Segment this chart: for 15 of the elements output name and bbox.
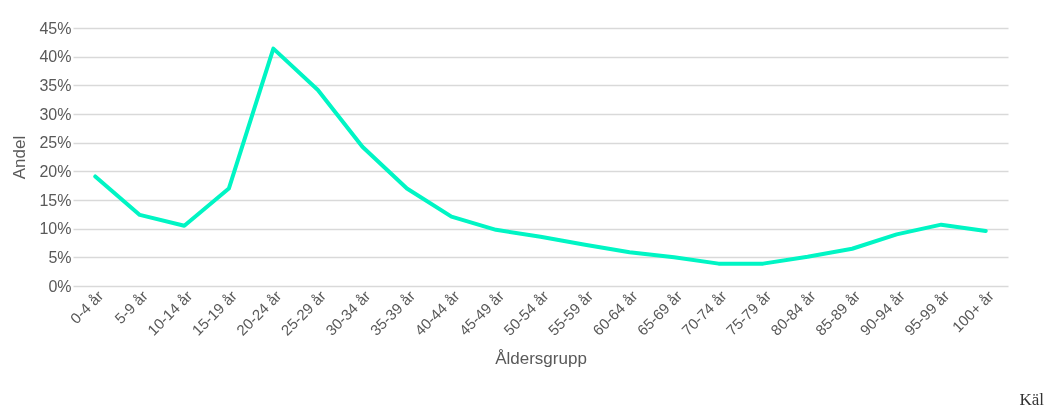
y-tick-label: 45% — [39, 19, 72, 37]
y-tick-label: 15% — [39, 191, 72, 209]
y-tick-label: 30% — [39, 105, 72, 123]
y-tick-label: 40% — [39, 48, 72, 66]
y-axis-title: Andel — [10, 135, 30, 180]
line-series — [93, 46, 988, 266]
y-tick-label: 10% — [39, 220, 72, 238]
y-tick-label: 35% — [39, 76, 72, 94]
text: Käl — [1019, 390, 1044, 410]
y-tick-label: 25% — [39, 134, 72, 152]
y-tick-label: 5% — [48, 248, 72, 266]
x-axis-title: Åldersgrupp — [495, 348, 587, 368]
x-tick-label: 5-9 år — [111, 287, 151, 327]
y-tick-label: 0% — [48, 277, 72, 295]
y-tick-label: 20% — [39, 162, 72, 180]
